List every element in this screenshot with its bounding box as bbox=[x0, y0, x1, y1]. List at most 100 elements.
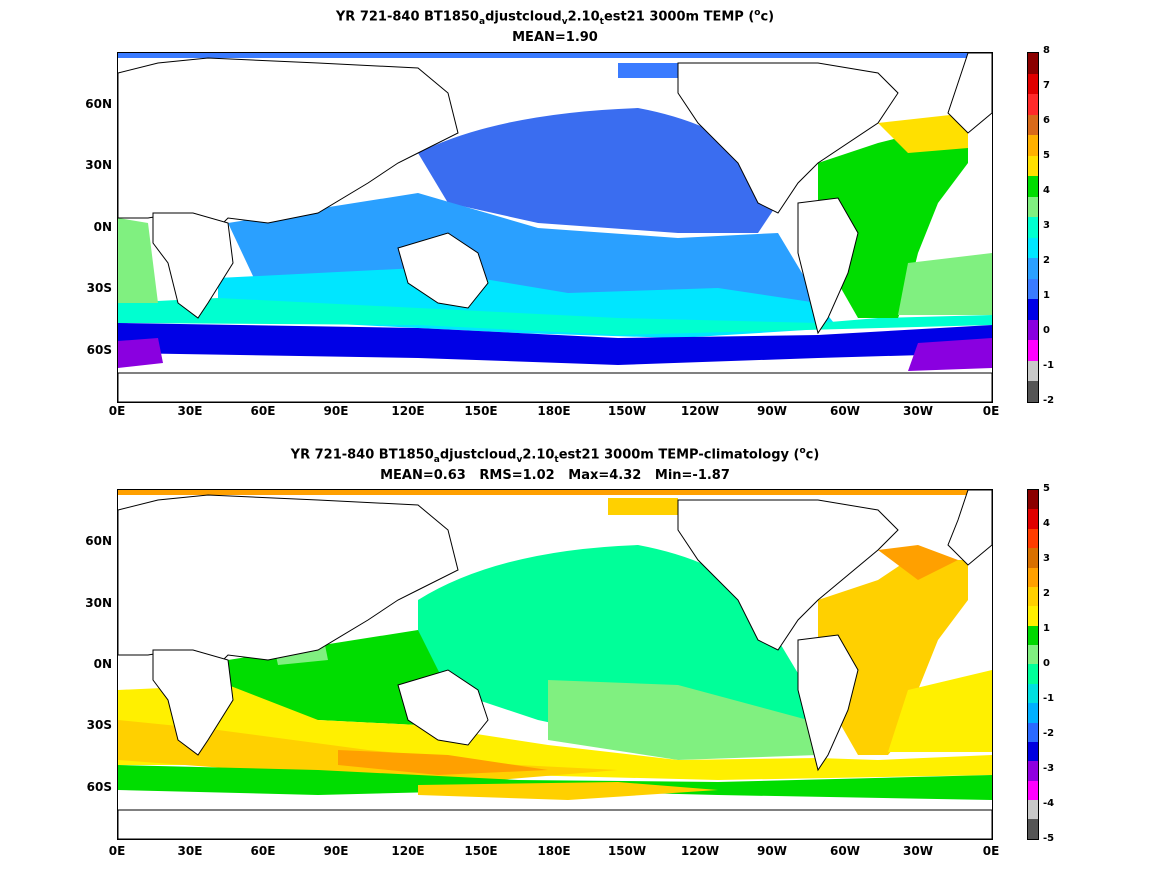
colorbar-swatch bbox=[1028, 278, 1038, 300]
bottom-lon-tick: 0E bbox=[982, 844, 1000, 858]
bottom-lon-tick: 0E bbox=[108, 844, 126, 858]
top-map bbox=[117, 52, 993, 403]
top-colorbar-tick: 1 bbox=[1043, 290, 1050, 301]
top-lon-tick: 30W bbox=[903, 404, 933, 418]
colorbar-swatch bbox=[1028, 645, 1038, 665]
top-colorbar-tick: 7 bbox=[1043, 80, 1050, 91]
bottom-lon-tick: 90W bbox=[757, 844, 787, 858]
bottom-lon-tick: 30E bbox=[177, 844, 203, 858]
colorbar-swatch bbox=[1028, 606, 1038, 626]
bottom-lat-tick: 60N bbox=[85, 534, 112, 548]
bottom-colorbar-tick: 0 bbox=[1043, 658, 1050, 669]
bottom-colorbar-tick: 2 bbox=[1043, 588, 1050, 599]
bottom-colorbar bbox=[1027, 489, 1039, 840]
top-title: YR 721-840 BT1850adjustcloudv2.10test21 … bbox=[335, 8, 775, 27]
top-lon-tick: 0E bbox=[108, 404, 126, 418]
bottom-colorbar-tick: 1 bbox=[1043, 623, 1050, 634]
bottom-lat-tick: 0N bbox=[93, 657, 112, 671]
bottom-lon-tick: 90E bbox=[323, 844, 349, 858]
top-lon-tick: 120W bbox=[680, 404, 720, 418]
bottom-lat-tick: 30N bbox=[85, 596, 112, 610]
top-lon-tick: 150E bbox=[464, 404, 498, 418]
bottom-lon-tick: 120E bbox=[391, 844, 425, 858]
top-colorbar-tick: 0 bbox=[1043, 325, 1050, 336]
top-colorbar bbox=[1027, 52, 1039, 403]
bottom-subtitle: MEAN=0.63 RMS=1.02 Max=4.32 Min=-1.87 bbox=[380, 468, 730, 483]
top-lon-tick: 120E bbox=[391, 404, 425, 418]
bottom-lon-tick: 180E bbox=[537, 844, 571, 858]
bottom-lon-tick: 150W bbox=[607, 844, 647, 858]
bottom-title: YR 721-840 BT1850adjustcloudv2.10test21 … bbox=[290, 446, 820, 465]
colorbar-swatch bbox=[1028, 819, 1038, 839]
colorbar-swatch bbox=[1028, 237, 1038, 259]
bottom-lat-tick: 60S bbox=[86, 780, 112, 794]
top-lon-tick: 30E bbox=[177, 404, 203, 418]
colorbar-swatch bbox=[1028, 625, 1038, 645]
top-subtitle: MEAN=1.90 bbox=[512, 30, 598, 45]
colorbar-swatch bbox=[1028, 135, 1038, 156]
colorbar-swatch bbox=[1028, 381, 1038, 402]
top-lon-tick: 150W bbox=[607, 404, 647, 418]
top-lon-tick: 0E bbox=[982, 404, 1000, 418]
colorbar-swatch bbox=[1028, 722, 1038, 742]
top-colorbar-tick: 4 bbox=[1043, 185, 1050, 196]
colorbar-swatch bbox=[1028, 258, 1038, 279]
colorbar-swatch bbox=[1028, 780, 1038, 800]
bottom-lon-tick: 60W bbox=[830, 844, 860, 858]
colorbar-swatch bbox=[1028, 114, 1038, 136]
top-colorbar-tick: 5 bbox=[1043, 150, 1050, 161]
bottom-colorbar-tick: 4 bbox=[1043, 518, 1050, 529]
colorbar-swatch bbox=[1028, 73, 1038, 95]
bottom-lon-tick: 150E bbox=[464, 844, 498, 858]
colorbar-swatch bbox=[1028, 664, 1038, 684]
colorbar-swatch bbox=[1028, 567, 1038, 587]
colorbar-swatch bbox=[1028, 360, 1038, 382]
top-lon-tick: 90E bbox=[323, 404, 349, 418]
bottom-colorbar-tick: 3 bbox=[1043, 553, 1050, 564]
top-lat-tick: 0N bbox=[93, 220, 112, 234]
top-colorbar-tick: 3 bbox=[1043, 220, 1050, 231]
top-map-graphic bbox=[118, 53, 992, 402]
colorbar-swatch bbox=[1028, 548, 1038, 568]
colorbar-swatch bbox=[1028, 155, 1038, 177]
top-lon-tick: 180E bbox=[537, 404, 571, 418]
colorbar-swatch bbox=[1028, 800, 1038, 820]
bottom-colorbar-tick: -5 bbox=[1043, 833, 1055, 844]
colorbar-swatch bbox=[1028, 586, 1038, 607]
top-colorbar-tick: 8 bbox=[1043, 45, 1050, 56]
colorbar-swatch bbox=[1028, 509, 1038, 529]
colorbar-swatch bbox=[1028, 741, 1038, 762]
top-lat-tick: 30S bbox=[86, 281, 112, 295]
top-lat-tick: 60N bbox=[85, 97, 112, 111]
bottom-map-graphic bbox=[118, 490, 992, 839]
top-colorbar-tick: -1 bbox=[1043, 360, 1055, 371]
colorbar-swatch bbox=[1028, 196, 1038, 218]
colorbar-swatch bbox=[1028, 683, 1038, 704]
colorbar-swatch bbox=[1028, 761, 1038, 781]
bottom-colorbar-tick: 5 bbox=[1043, 483, 1050, 494]
colorbar-swatch bbox=[1028, 53, 1038, 74]
colorbar-swatch bbox=[1028, 94, 1038, 115]
top-lon-tick: 90W bbox=[757, 404, 787, 418]
colorbar-swatch bbox=[1028, 340, 1038, 361]
top-lat-tick: 60S bbox=[86, 343, 112, 357]
colorbar-swatch bbox=[1028, 299, 1038, 320]
top-colorbar-tick: 6 bbox=[1043, 115, 1050, 126]
bottom-lon-tick: 120W bbox=[680, 844, 720, 858]
top-lon-tick: 60E bbox=[250, 404, 276, 418]
colorbar-swatch bbox=[1028, 319, 1038, 341]
bottom-lat-tick: 30S bbox=[86, 718, 112, 732]
bottom-colorbar-tick: -3 bbox=[1043, 763, 1055, 774]
top-lon-tick: 60W bbox=[830, 404, 860, 418]
bottom-colorbar-tick: -4 bbox=[1043, 798, 1055, 809]
colorbar-swatch bbox=[1028, 528, 1038, 549]
colorbar-swatch bbox=[1028, 176, 1038, 197]
colorbar-swatch bbox=[1028, 217, 1038, 238]
bottom-lon-tick: 30W bbox=[903, 844, 933, 858]
top-colorbar-tick: 2 bbox=[1043, 255, 1050, 266]
bottom-map bbox=[117, 489, 993, 840]
bottom-colorbar-tick: -2 bbox=[1043, 728, 1055, 739]
top-lat-tick: 30N bbox=[85, 158, 112, 172]
colorbar-swatch bbox=[1028, 703, 1038, 723]
top-colorbar-tick: -2 bbox=[1043, 395, 1055, 406]
